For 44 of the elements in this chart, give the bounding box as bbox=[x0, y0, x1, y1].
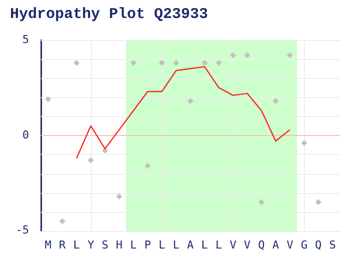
point bbox=[158, 60, 165, 66]
point bbox=[173, 60, 180, 66]
x-tick-label: V bbox=[286, 238, 294, 252]
point bbox=[116, 193, 122, 200]
x-tick-label: A bbox=[187, 238, 194, 252]
y-tick-label: -5 bbox=[16, 224, 29, 237]
x-tick-label: L bbox=[215, 238, 222, 252]
x-tick-label: R bbox=[59, 238, 66, 252]
x-tick-label: L bbox=[158, 238, 166, 252]
x-tick-label: S bbox=[102, 238, 108, 252]
x-tick-label: Y bbox=[87, 238, 94, 252]
point bbox=[272, 98, 279, 104]
y-tick-label: 5 bbox=[22, 32, 29, 46]
x-tick-label: P bbox=[144, 238, 152, 252]
x-tick-label: L bbox=[73, 238, 80, 252]
point bbox=[187, 98, 194, 104]
chart-title: Hydropathy Plot Q23933 bbox=[10, 6, 208, 23]
x-tick-label: L bbox=[130, 238, 138, 252]
x-tick-label: L bbox=[201, 238, 208, 252]
point bbox=[244, 52, 250, 58]
point bbox=[230, 52, 236, 58]
point bbox=[74, 60, 80, 66]
point bbox=[45, 96, 52, 102]
point bbox=[130, 60, 136, 66]
point bbox=[286, 52, 293, 58]
point bbox=[216, 60, 222, 66]
point bbox=[301, 140, 308, 146]
point bbox=[258, 199, 264, 206]
x-tick-label: A bbox=[272, 238, 280, 252]
x-tick-label: G bbox=[300, 238, 308, 252]
x-tick-label: Q bbox=[315, 238, 322, 252]
point bbox=[202, 60, 208, 66]
x-tick-label: H bbox=[116, 238, 123, 252]
x-tick-label: V bbox=[230, 238, 237, 252]
x-tick-label: V bbox=[244, 238, 251, 252]
point bbox=[144, 162, 151, 169]
x-tick-label: L bbox=[172, 238, 180, 252]
y-tick-label: 0 bbox=[22, 128, 29, 142]
x-tick-label: S bbox=[329, 238, 336, 252]
point bbox=[59, 218, 66, 224]
point bbox=[315, 199, 322, 206]
point bbox=[88, 157, 94, 164]
x-tick-label: Q bbox=[258, 238, 265, 252]
x-tick-label: M bbox=[44, 238, 52, 252]
